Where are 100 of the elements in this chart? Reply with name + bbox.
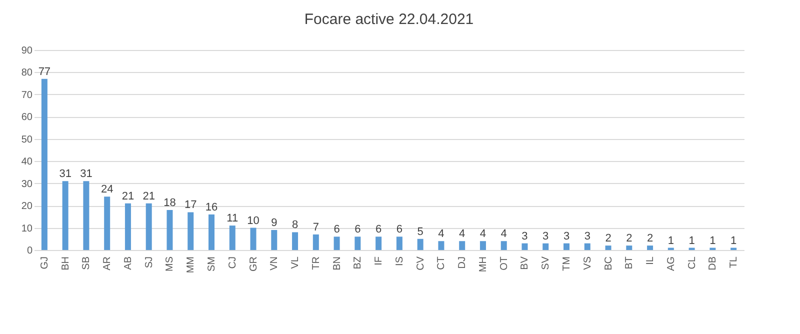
x-tick-label: CV bbox=[415, 256, 426, 270]
x-tick-label: AB bbox=[122, 256, 134, 270]
data-label: 7 bbox=[312, 221, 319, 234]
data-label: 4 bbox=[459, 228, 466, 240]
data-label: 2 bbox=[605, 232, 612, 245]
data-label: 9 bbox=[271, 217, 278, 229]
chart-title: Focare active 22.04.2021 bbox=[304, 11, 474, 28]
y-tick-label: 50 bbox=[21, 134, 33, 146]
x-tick-label: GJ bbox=[39, 256, 50, 270]
data-label: 24 bbox=[100, 184, 114, 196]
y-tick-label: 90 bbox=[21, 46, 33, 56]
bar bbox=[626, 246, 632, 250]
data-label: 3 bbox=[522, 230, 528, 242]
x-tick-label: BZ bbox=[352, 256, 364, 270]
data-label: 77 bbox=[38, 66, 51, 78]
x-tick-label: BH bbox=[60, 256, 72, 270]
bar bbox=[396, 236, 402, 250]
data-label: 1 bbox=[688, 234, 695, 247]
bar bbox=[124, 203, 131, 250]
data-label: 3 bbox=[584, 230, 590, 242]
data-label: 11 bbox=[226, 212, 238, 225]
data-label: 31 bbox=[80, 168, 92, 180]
y-tick-label: 40 bbox=[21, 156, 33, 168]
x-tick-label: CJ bbox=[227, 256, 238, 269]
x-tick-label: DB bbox=[708, 256, 719, 270]
y-tick-label: 30 bbox=[21, 178, 33, 190]
bar bbox=[250, 228, 256, 250]
x-tick-label: AG bbox=[666, 256, 677, 271]
x-tick-label: SJ bbox=[144, 256, 155, 268]
bar bbox=[647, 246, 654, 250]
data-label: 1 bbox=[668, 234, 674, 247]
data-label: 1 bbox=[710, 234, 716, 247]
bar bbox=[564, 243, 570, 250]
data-label: 6 bbox=[396, 224, 403, 236]
bar bbox=[522, 243, 528, 250]
data-label: 3 bbox=[542, 230, 549, 242]
data-label: 4 bbox=[480, 228, 486, 240]
data-label: 21 bbox=[122, 190, 134, 202]
x-tick-label: SV bbox=[540, 256, 552, 270]
bar bbox=[417, 238, 424, 250]
data-label: 21 bbox=[142, 190, 155, 202]
data-label: 4 bbox=[438, 228, 444, 240]
data-label: 8 bbox=[292, 219, 298, 232]
data-label: 16 bbox=[205, 201, 218, 214]
bar bbox=[271, 230, 278, 250]
x-tick-label: MS bbox=[164, 256, 176, 272]
bar bbox=[292, 232, 298, 250]
x-tick-label: MM bbox=[186, 256, 197, 274]
bar bbox=[188, 212, 194, 250]
bar bbox=[584, 243, 590, 250]
data-label: 5 bbox=[417, 226, 424, 238]
data-label: 6 bbox=[354, 224, 361, 236]
bar bbox=[41, 78, 48, 250]
bar bbox=[229, 226, 236, 250]
x-tick-label: TR bbox=[310, 256, 322, 270]
data-label: 6 bbox=[375, 224, 382, 236]
x-tick-label: CT bbox=[436, 256, 448, 270]
bar bbox=[354, 236, 361, 250]
x-tick-label: MH bbox=[478, 256, 489, 272]
bar bbox=[605, 246, 612, 250]
x-tick-label: IL bbox=[645, 256, 656, 265]
x-tick-label: TM bbox=[562, 256, 572, 271]
x-tick-label: BC bbox=[603, 256, 614, 270]
bar bbox=[83, 181, 90, 250]
y-tick-label: 70 bbox=[21, 90, 33, 101]
x-tick-label: CL bbox=[686, 256, 698, 270]
data-label: 10 bbox=[247, 214, 260, 227]
x-tick-label: IF bbox=[374, 256, 385, 266]
x-tick-label: VS bbox=[582, 256, 594, 270]
bar bbox=[208, 214, 214, 250]
y-tick-label: 0 bbox=[26, 246, 33, 256]
data-label: 2 bbox=[626, 232, 632, 245]
x-tick-label: BV bbox=[520, 256, 531, 270]
x-tick-label: AR bbox=[102, 256, 114, 270]
bar bbox=[166, 210, 173, 250]
bar bbox=[459, 241, 466, 250]
bar bbox=[334, 236, 340, 250]
bar bbox=[542, 243, 549, 250]
x-tick-label: GR bbox=[248, 256, 260, 272]
bar bbox=[62, 181, 68, 250]
bar bbox=[438, 241, 444, 250]
x-tick-label: SB bbox=[81, 256, 92, 270]
x-tick-label: TL bbox=[728, 256, 740, 268]
x-tick-label: SM bbox=[206, 256, 218, 272]
y-tick-label: 80 bbox=[21, 68, 33, 79]
bar bbox=[104, 196, 110, 250]
data-label: 3 bbox=[563, 230, 570, 242]
data-label: 2 bbox=[646, 232, 654, 245]
bar bbox=[376, 236, 382, 250]
x-tick-label: BT bbox=[624, 256, 636, 270]
x-tick-label: IS bbox=[394, 256, 406, 266]
bar bbox=[312, 234, 319, 250]
data-label: 18 bbox=[164, 197, 176, 209]
data-label: 6 bbox=[334, 224, 340, 236]
data-label: 17 bbox=[184, 199, 197, 212]
data-label: 4 bbox=[500, 228, 507, 240]
y-tick-label: 60 bbox=[21, 112, 33, 124]
bar bbox=[146, 203, 152, 250]
data-label: 31 bbox=[59, 168, 72, 180]
x-tick-label: VN bbox=[269, 256, 280, 270]
